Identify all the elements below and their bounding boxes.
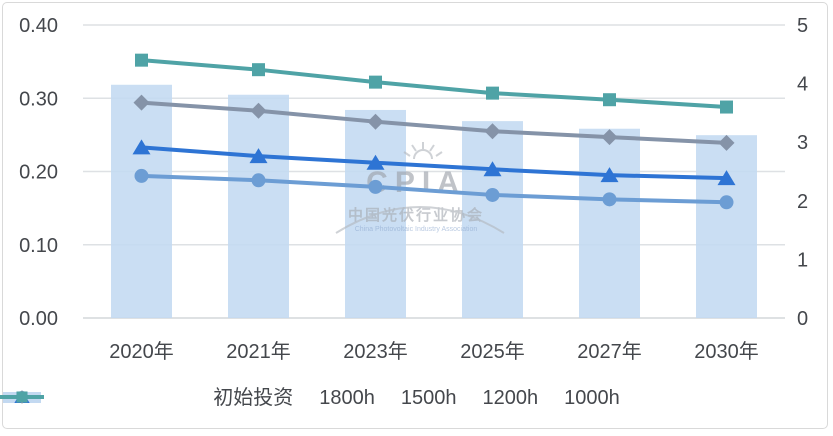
y-right-tick-label: 5 <box>797 15 808 37</box>
line-1800h <box>141 173 727 205</box>
marker-1800h-2020年 <box>134 168 149 183</box>
marker-1000h-2025年 <box>486 86 499 100</box>
chart-legend: 初始投资 1800h 1500h 1200h 1000h <box>0 388 833 408</box>
bar-2021年 <box>228 94 289 318</box>
legend-label-1800h: 1800h <box>319 387 375 409</box>
legend-label-1500h: 1500h <box>400 387 457 409</box>
y-left-tick-label: 0.20 <box>19 162 58 184</box>
watermark-arc <box>335 206 505 234</box>
x-tick-label: 2020年 <box>109 340 174 363</box>
y-right-tick-label: 3 <box>797 132 808 154</box>
marker-1500h-2025年 <box>483 161 502 177</box>
x-tick-label: 2030年 <box>694 340 759 363</box>
marker-1000h-2021年 <box>252 63 265 77</box>
x-tick-label: 2025年 <box>460 340 525 363</box>
line-series-1200h <box>133 94 735 151</box>
y-right-tick-label: 4 <box>797 74 808 96</box>
bar-series-initial-investment <box>111 84 757 318</box>
legend-item-初始投资: 初始投资 <box>3 387 294 409</box>
x-tick-label: 2027年 <box>577 340 642 363</box>
line-1000h <box>141 58 727 110</box>
marker-1000h-2027年 <box>603 93 616 107</box>
legend-item-1800h: 1800h <box>0 387 375 409</box>
marker-1200h-2025年 <box>484 123 501 140</box>
legend-item-1500h: 1500h <box>0 387 457 409</box>
bar-2027年 <box>579 128 640 318</box>
marker-1500h-2020年 <box>132 139 151 155</box>
marker-1500h-2021年 <box>249 148 268 164</box>
gridlines <box>83 24 785 319</box>
legend-label-1200h: 1200h <box>482 387 539 409</box>
legend-marker-1000h <box>16 391 28 403</box>
y-left-tick-label: 0.40 <box>19 15 58 37</box>
y-right-tick-label: 2 <box>797 191 808 213</box>
y-left-tick-label: 0.10 <box>19 235 58 257</box>
legend-label-1000h: 1000h <box>564 387 620 409</box>
marker-1200h-2027年 <box>601 129 618 146</box>
marker-1500h-2030年 <box>717 170 736 186</box>
legend-label-初始投资: 初始投资 <box>213 387 294 409</box>
marker-1800h-2025年 <box>485 187 500 202</box>
legend-item-1200h: 1200h <box>0 387 539 409</box>
bar-2020年 <box>111 84 172 318</box>
marker-1000h-2020年 <box>135 53 148 67</box>
marker-1800h-2023年 <box>368 179 383 194</box>
marker-1500h-2027年 <box>600 167 619 183</box>
marker-1200h-2020年 <box>133 94 150 111</box>
legend-item-1000h: 1000h <box>0 387 620 409</box>
bar-2025年 <box>462 121 523 318</box>
marker-1800h-2021年 <box>251 173 266 188</box>
marker-1800h-2030年 <box>719 195 734 210</box>
marker-1200h-2023年 <box>367 113 384 130</box>
line-1200h <box>141 100 727 145</box>
marker-1000h-2023年 <box>369 75 382 89</box>
marker-1500h-2023年 <box>366 154 385 170</box>
x-tick-label: 2021年 <box>226 340 291 363</box>
marker-1800h-2027年 <box>602 192 617 207</box>
watermark-name-en: China Photovoltaic Industry Association <box>355 226 478 233</box>
axis-tick-labels: 0.00 0.10 0.20 0.30 0.40 0 1 2 3 4 5 2020年 2021年 2023… <box>19 15 808 363</box>
line-series-1500h <box>132 139 736 186</box>
marker-1000h-2030年 <box>720 100 733 114</box>
line-1500h <box>141 145 727 181</box>
line-series-group <box>132 53 736 210</box>
sun-icon <box>403 142 443 160</box>
y-left-tick-label: 0.00 <box>19 308 58 330</box>
line-series-1800h <box>134 168 734 210</box>
y-right-tick-label: 1 <box>797 249 808 271</box>
x-tick-label: 2023年 <box>343 340 408 363</box>
watermark-name-cn: 中国光伏行业协会 <box>348 206 484 224</box>
marker-1200h-2030年 <box>718 134 735 151</box>
y-left-tick-label: 0.30 <box>19 88 58 110</box>
marker-1200h-2021年 <box>250 102 267 119</box>
legend-square-marker-icon <box>0 391 44 403</box>
bar-2030年 <box>696 135 757 318</box>
y-right-tick-label: 0 <box>797 308 808 330</box>
line-series-1000h <box>135 53 733 114</box>
